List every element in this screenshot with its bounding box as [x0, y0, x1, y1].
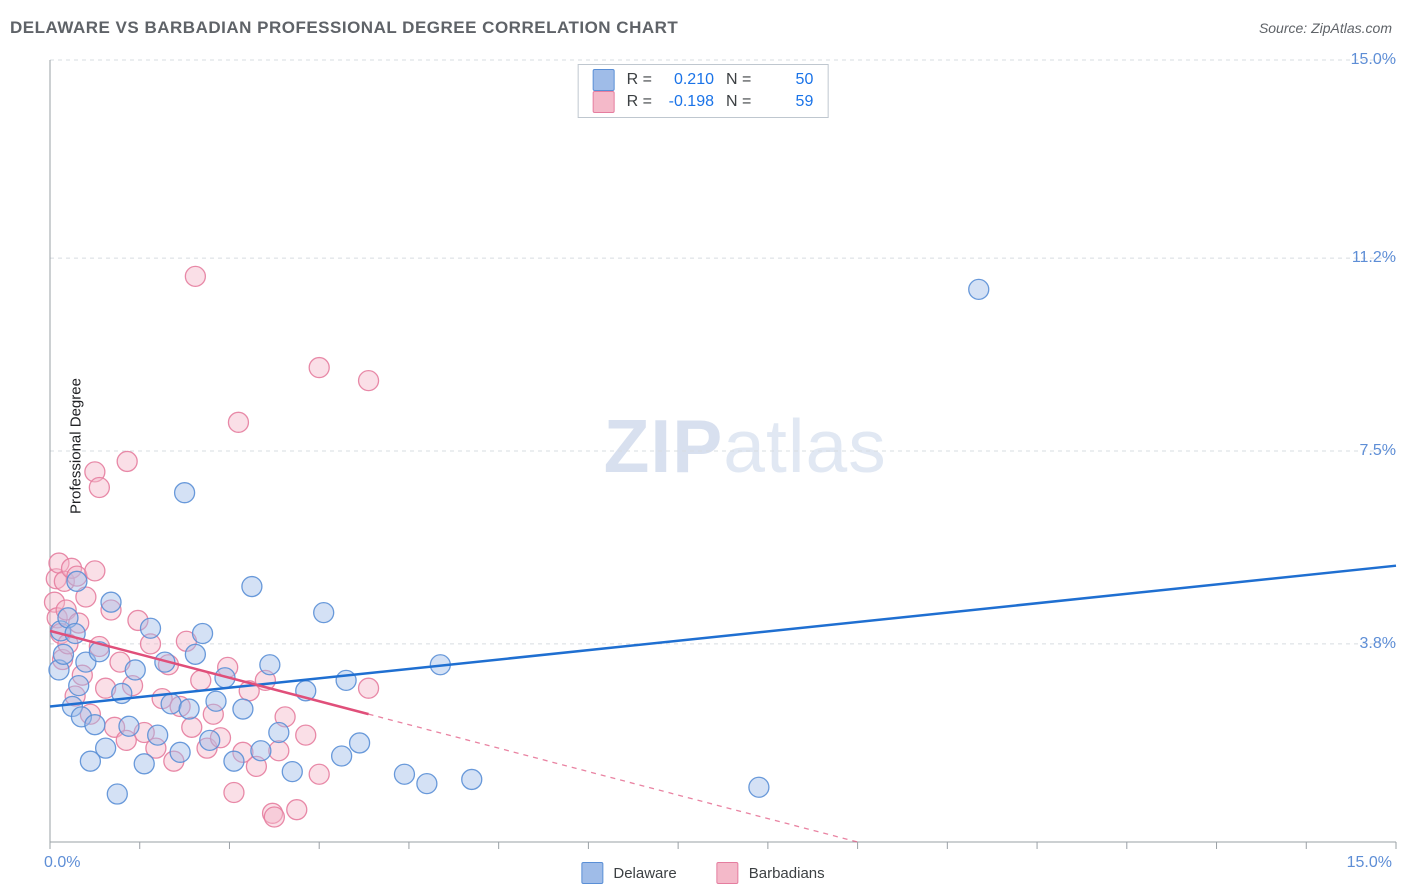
legend-swatch-1 — [593, 69, 615, 91]
legend-item-barbadians: Barbadians — [717, 862, 825, 884]
n-label-2: N = — [726, 93, 751, 111]
y-tick-label: 11.2% — [1352, 249, 1396, 267]
regression-legend-box: R = 0.210 N = 50 R = -0.198 N = 59 — [578, 64, 829, 118]
y-tick-label: 15.0% — [1351, 51, 1396, 69]
n-label-1: N = — [726, 71, 751, 89]
regression-row-2: R = -0.198 N = 59 — [593, 91, 814, 113]
chart-container: DELAWARE VS BARBADIAN PROFESSIONAL DEGRE… — [0, 0, 1406, 892]
n-value-1: 50 — [763, 71, 813, 89]
x-axis-max-label: 15.0% — [1347, 854, 1392, 872]
x-axis-origin-label: 0.0% — [44, 854, 80, 872]
legend-swatch-2 — [593, 91, 615, 113]
legend-swatch-barbadians — [717, 862, 739, 884]
r-value-1: 0.210 — [664, 71, 714, 89]
series-legend: Delaware Barbadians — [581, 862, 824, 884]
r-label-1: R = — [627, 71, 652, 89]
n-value-2: 59 — [763, 93, 813, 111]
legend-label-barbadians: Barbadians — [749, 865, 825, 882]
legend-label-delaware: Delaware — [613, 865, 676, 882]
legend-item-delaware: Delaware — [581, 862, 676, 884]
r-value-2: -0.198 — [664, 93, 714, 111]
regression-row-1: R = 0.210 N = 50 — [593, 69, 814, 91]
y-tick-label: 3.8% — [1360, 635, 1396, 653]
y-tick-label: 7.5% — [1360, 442, 1396, 460]
legend-swatch-delaware — [581, 862, 603, 884]
scatter-chart — [0, 0, 1406, 892]
r-label-2: R = — [627, 93, 652, 111]
